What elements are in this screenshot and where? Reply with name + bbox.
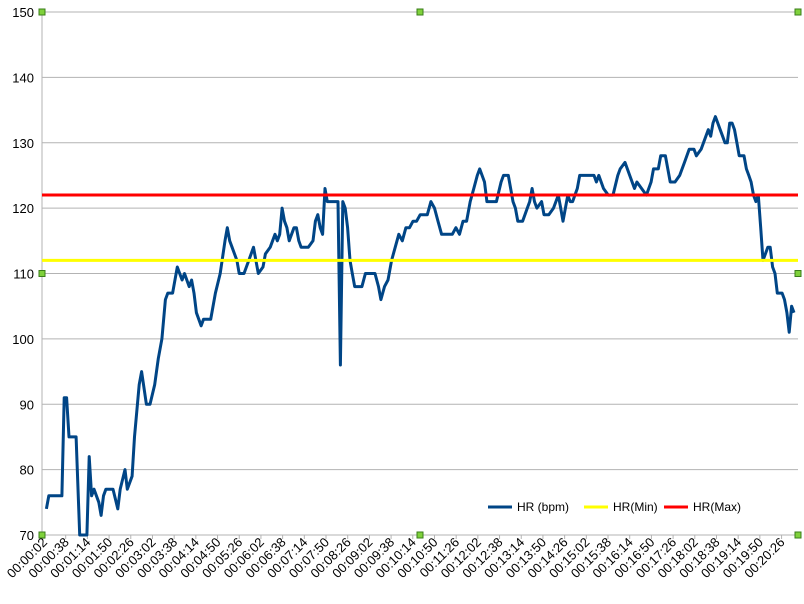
selection-handle [794,531,802,539]
y-tick-label: 150 [12,5,34,20]
selection-handles [38,8,802,539]
x-axis-ticks: 00:00:0200:00:3800:01:1400:01:5000:02:26… [4,535,788,581]
y-axis-ticks: 70 80 90 100 110 120 130 140 150 [12,5,34,543]
legend-label: HR(Max) [693,500,741,514]
legend-label: HR(Min) [613,500,658,514]
legend-item: HR (bpm) [488,500,569,514]
selection-handle [38,8,46,16]
legend-label: HR (bpm) [517,500,569,514]
selection-handle [416,8,424,16]
selection-handle [794,270,802,277]
y-tick-label: 70 [20,528,34,543]
series-layer [42,115,798,537]
y-tick-label: 140 [12,70,34,85]
grid-lines [42,11,798,536]
series-hr-bpm-line [44,115,796,537]
y-tick-label: 110 [13,267,34,282]
selection-handle [416,531,424,539]
legend-item: HR(Max) [664,500,741,514]
selection-handle [38,270,46,277]
y-tick-label: 100 [12,332,34,347]
y-tick-label: 130 [12,136,34,151]
selection-handle [794,8,802,16]
legend: HR (bpm) HR(Min) HR(Max) [488,500,741,514]
selection-handle [38,531,46,539]
y-tick-label: 90 [20,397,34,412]
legend-item: HR(Min) [584,500,658,514]
y-tick-label: 80 [20,463,34,478]
y-tick-label: 120 [12,201,34,216]
